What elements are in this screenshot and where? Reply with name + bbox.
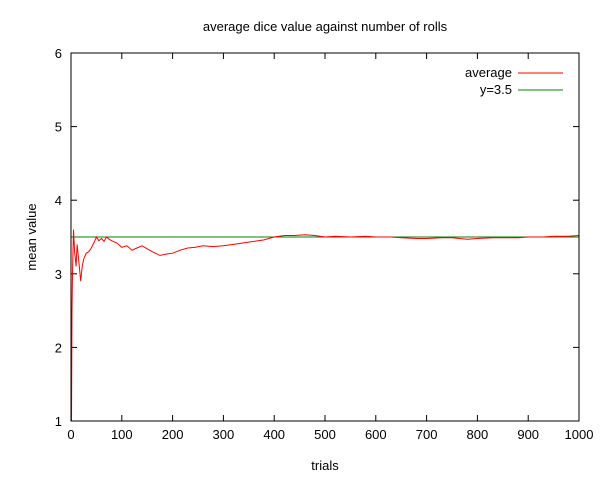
x-tick-label: 900 bbox=[517, 427, 539, 442]
x-tick-label: 800 bbox=[467, 427, 489, 442]
series-line-average bbox=[71, 229, 580, 422]
x-tick-label: 200 bbox=[162, 427, 184, 442]
legend: average y=3.5 bbox=[465, 65, 563, 97]
chart-title: average dice value against number of rol… bbox=[203, 19, 448, 34]
x-tick-label: 0 bbox=[67, 427, 74, 442]
series-group bbox=[71, 229, 580, 422]
y-tick-label: 6 bbox=[55, 46, 62, 61]
y-tick-label: 4 bbox=[55, 193, 62, 208]
axis-ticks: 0 100 200 300 400 500 600 700 800 900 1000 1 2 3 4 5 6 bbox=[55, 46, 594, 442]
x-tick-label: 700 bbox=[416, 427, 438, 442]
x-tick-label: 1000 bbox=[565, 427, 594, 442]
plot-frame bbox=[70, 52, 580, 422]
x-tick-label: 400 bbox=[263, 427, 285, 442]
legend-label-average: average bbox=[465, 65, 512, 80]
y-tick-label: 5 bbox=[55, 120, 62, 135]
legend-label-y35: y=3.5 bbox=[480, 82, 512, 97]
x-tick-label: 100 bbox=[111, 427, 133, 442]
x-axis-label: trials bbox=[311, 458, 339, 473]
x-tick-label: 500 bbox=[314, 427, 336, 442]
y-tick-label: 1 bbox=[55, 414, 62, 429]
y-axis-label: mean value bbox=[24, 203, 39, 270]
y-tick-label: 2 bbox=[55, 340, 62, 355]
x-tick-label: 600 bbox=[365, 427, 387, 442]
x-tick-label: 300 bbox=[213, 427, 235, 442]
y-tick-label: 3 bbox=[55, 267, 62, 282]
